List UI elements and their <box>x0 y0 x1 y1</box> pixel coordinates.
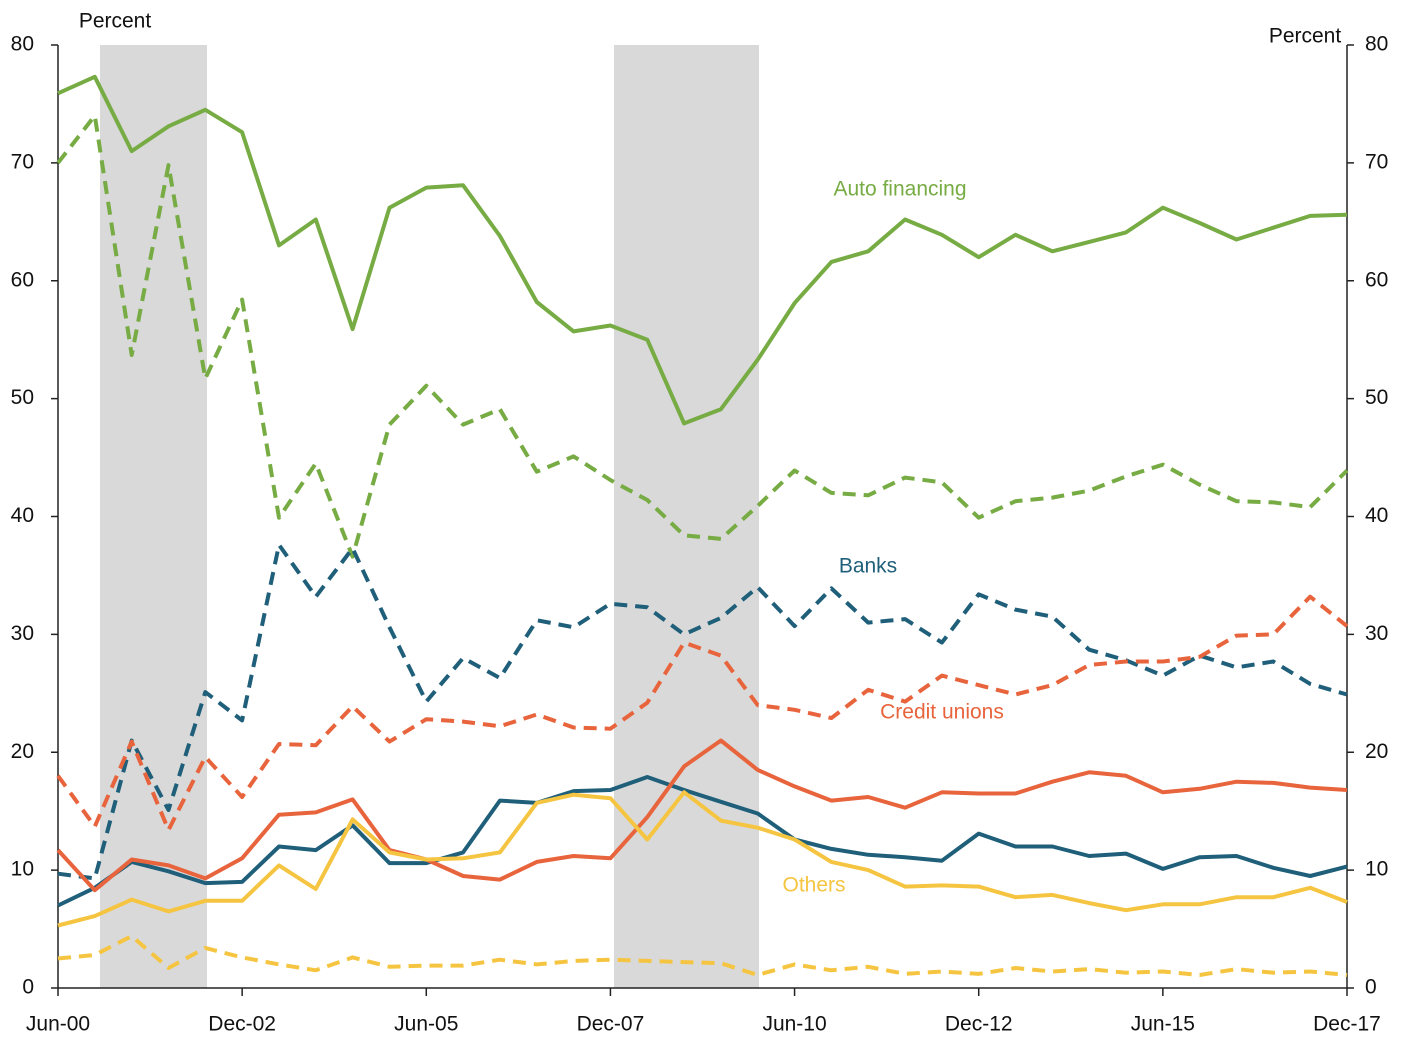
x-tick-label: Jun-15 <box>1131 1013 1195 1036</box>
y-tick-label: 20 <box>11 740 34 763</box>
y-tick-label: 0 <box>22 976 34 999</box>
series-label: Banks <box>839 555 897 578</box>
y2-tick-label: 60 <box>1365 268 1388 291</box>
y2-tick-label: 0 <box>1365 976 1377 999</box>
series-line <box>57 790 1348 928</box>
y2-tick-label: 50 <box>1365 386 1388 409</box>
y2-tick-label: 20 <box>1365 740 1388 763</box>
recession-shade <box>614 45 759 988</box>
series-line-dashed <box>56 113 1349 559</box>
x-tick-label: Dec-17 <box>1313 1013 1381 1036</box>
y-tick-label: 10 <box>11 858 34 881</box>
x-tick-label: Dec-12 <box>945 1013 1013 1036</box>
series-line <box>56 738 1348 893</box>
y2-tick-label: 10 <box>1365 858 1388 881</box>
y2-axis-label: Percent <box>1269 25 1342 48</box>
x-tick-label: Jun-00 <box>26 1013 90 1036</box>
y-tick-label: 50 <box>11 386 34 409</box>
y-tick-label: 30 <box>11 622 34 645</box>
y-tick-label: 60 <box>11 268 34 291</box>
y-tick-label: 70 <box>11 150 34 173</box>
series-line <box>57 74 1348 426</box>
x-tick-label: Dec-02 <box>208 1013 276 1036</box>
series-line-dashed <box>57 542 1348 881</box>
y2-tick-label: 30 <box>1365 622 1388 645</box>
series-label: Auto financing <box>833 178 966 201</box>
series-label: Others <box>782 874 845 897</box>
recession-shade <box>100 45 207 988</box>
series-line-dashed <box>57 934 1348 977</box>
series-line <box>57 775 1348 908</box>
y-tick-label: 80 <box>11 33 34 56</box>
series-label: Credit unions <box>880 701 1004 724</box>
x-tick-label: Dec-07 <box>577 1013 645 1036</box>
x-tick-label: Jun-05 <box>394 1013 458 1036</box>
y2-tick-label: 80 <box>1365 33 1388 56</box>
y2-tick-label: 70 <box>1365 150 1388 173</box>
y-axis-label: Percent <box>79 10 152 33</box>
y2-tick-label: 40 <box>1365 504 1388 527</box>
x-tick-label: Jun-10 <box>762 1013 826 1036</box>
y-tick-label: 40 <box>11 504 34 527</box>
